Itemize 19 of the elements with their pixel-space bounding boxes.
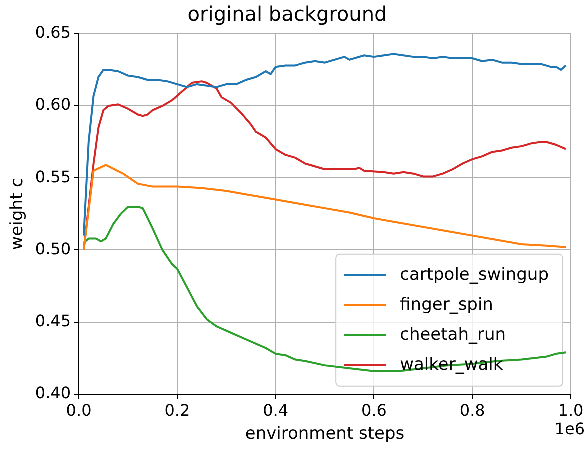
x-tick-label: 0.0 [66, 401, 92, 420]
x-tick-label: 0.6 [361, 401, 387, 420]
y-tick-label: 0.50 [35, 239, 72, 258]
chart-title: original background [188, 2, 388, 26]
x-tick-label: 0.8 [460, 401, 486, 420]
y-tick-label: 0.55 [35, 167, 72, 186]
y-tick-label: 0.60 [35, 95, 72, 114]
y-axis-title: weight c [8, 178, 28, 250]
y-tick-label: 0.45 [35, 311, 72, 330]
x-axis-title: environment steps [245, 424, 405, 444]
y-tick-label: 0.40 [35, 384, 72, 403]
x-tick-label: 0.2 [164, 401, 190, 420]
y-tick-label: 0.65 [35, 23, 72, 42]
text: 1e6 [554, 420, 585, 439]
x-tick-label: 0.4 [263, 401, 289, 420]
legend-label: cartpole_swingup [400, 264, 550, 285]
legend-label: finger_spin [400, 294, 494, 315]
legend-label: cheetah_run [400, 324, 506, 345]
x-tick-label: 1.0 [558, 401, 584, 420]
